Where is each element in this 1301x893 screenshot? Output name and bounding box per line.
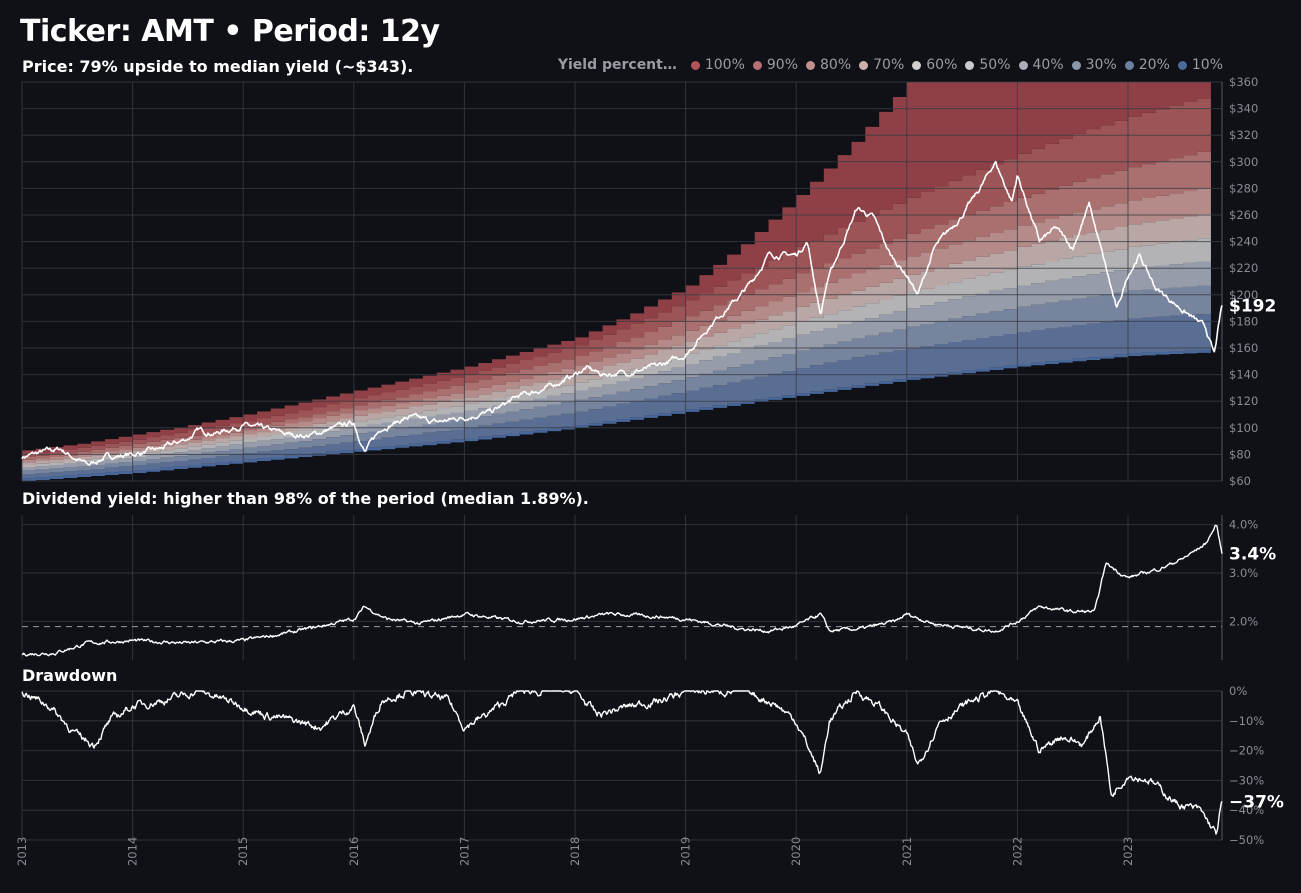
yield-tick-label: 3.0% <box>1229 566 1258 580</box>
yield-line <box>21 524 1223 657</box>
drawdown-tick-label: −40% <box>1229 803 1264 817</box>
yield-band-5 <box>22 213 1211 466</box>
price-tick-label: $120 <box>1229 394 1258 408</box>
drawdown-tick-label: −50% <box>1229 833 1264 847</box>
legend-title: Yield percent… <box>557 57 677 73</box>
price-tick-label: $160 <box>1229 341 1258 355</box>
legend-label: 100% <box>704 57 745 73</box>
price-tick-label: $60 <box>1229 474 1251 488</box>
x-tick-label: 2019 <box>679 837 693 866</box>
legend-label: 30% <box>1085 57 1117 73</box>
x-tick-label: 2020 <box>789 837 803 866</box>
legend-dot-icon <box>1177 60 1187 70</box>
price-tick-label: $80 <box>1229 447 1251 461</box>
yield-band-8 <box>22 98 1211 458</box>
yield-band-9 <box>22 82 1211 455</box>
legend-item-20: 20% <box>1124 57 1170 73</box>
last-drawdown-label: −37% <box>1229 792 1284 812</box>
legend-item-90: 90% <box>752 57 798 73</box>
legend-dot-icon <box>912 60 922 70</box>
yield-band-4 <box>22 238 1211 468</box>
drawdown-line <box>21 690 1223 835</box>
legend-dot-icon <box>965 60 975 70</box>
price-tick-label: $140 <box>1229 368 1258 382</box>
legend-dot-icon <box>806 60 815 70</box>
price-tick-label: $360 <box>1229 75 1258 89</box>
legend-item-50: 50% <box>965 57 1011 73</box>
legend-item-80: 80% <box>806 57 851 73</box>
legend-label: 70% <box>873 57 905 73</box>
drawdown-tick-label: −30% <box>1229 773 1264 787</box>
x-tick-label: 2014 <box>126 837 140 866</box>
last-price-label: $192 <box>1229 296 1276 316</box>
legend-dot-icon <box>1018 60 1028 70</box>
price-tick-label: $320 <box>1229 128 1258 142</box>
legend-dot-icon <box>690 60 700 70</box>
legend-dot-icon <box>1071 60 1081 70</box>
price-tick-label: $280 <box>1229 181 1258 195</box>
x-tick-label: 2013 <box>15 837 29 866</box>
legend-item-60: 60% <box>912 57 957 73</box>
price-tick-label: $100 <box>1229 421 1258 435</box>
legend-item-40: 40% <box>1018 57 1064 73</box>
legend-item-100: 100% <box>690 57 745 73</box>
legend-label: 40% <box>1032 57 1064 73</box>
price-subtitle: Price: 79% upside to median yield (~$343… <box>22 57 414 76</box>
price-tick-label: $340 <box>1229 102 1258 116</box>
legend-dot-icon <box>1124 60 1134 70</box>
drawdown-tick-label: −10% <box>1229 714 1264 728</box>
page-title: Ticker: AMT • Period: 12y <box>20 14 440 49</box>
yield-tick-label: 2.0% <box>1229 614 1258 628</box>
yield-band-6 <box>22 188 1211 463</box>
x-tick-label: 2021 <box>900 837 914 866</box>
price-line <box>21 160 1223 466</box>
price-tick-label: $180 <box>1229 314 1258 328</box>
legend-label: 10% <box>1191 57 1223 73</box>
yield-tick-label: 4.0% <box>1229 518 1258 532</box>
legend-dot-icon <box>752 60 762 70</box>
legend-dot-icon <box>859 60 869 70</box>
x-tick-label: 2023 <box>1121 837 1135 866</box>
legend-label: 20% <box>1138 57 1170 73</box>
x-tick-label: 2015 <box>236 837 250 866</box>
drawdown-tick-label: 0% <box>1229 684 1247 698</box>
legend-label: 60% <box>926 57 958 73</box>
price-tick-label: $300 <box>1229 155 1258 169</box>
last-yield-label: 3.4% <box>1229 545 1276 565</box>
price-tick-label: $260 <box>1229 208 1258 222</box>
legend-item-10: 10% <box>1177 57 1223 73</box>
yield-band-2 <box>22 285 1211 475</box>
legend-label: 50% <box>979 57 1011 73</box>
yield-subtitle: Dividend yield: higher than 98% of the p… <box>22 489 589 508</box>
legend-label: 80% <box>820 57 852 73</box>
x-tick-label: 2017 <box>457 837 471 866</box>
yield-band-1 <box>22 314 1211 479</box>
legend-item-70: 70% <box>859 57 904 73</box>
x-tick-label: 2016 <box>347 837 361 866</box>
x-tick-label: 2018 <box>568 837 582 866</box>
legend-label: 90% <box>766 57 798 73</box>
price-tick-label: $200 <box>1229 288 1258 302</box>
legend-item-30: 30% <box>1071 57 1117 73</box>
drawdown-tick-label: −20% <box>1229 744 1264 758</box>
yield-band-3 <box>22 261 1211 471</box>
price-tick-label: $220 <box>1229 261 1258 275</box>
yield-band-7 <box>22 151 1211 460</box>
drawdown-subtitle: Drawdown <box>22 666 118 685</box>
x-tick-label: 2022 <box>1010 837 1024 866</box>
price-tick-label: $240 <box>1229 235 1258 249</box>
yield-legend: Yield percent… 100% 90% 80% 70% 60% 50% 40% 30%… <box>558 57 1223 73</box>
